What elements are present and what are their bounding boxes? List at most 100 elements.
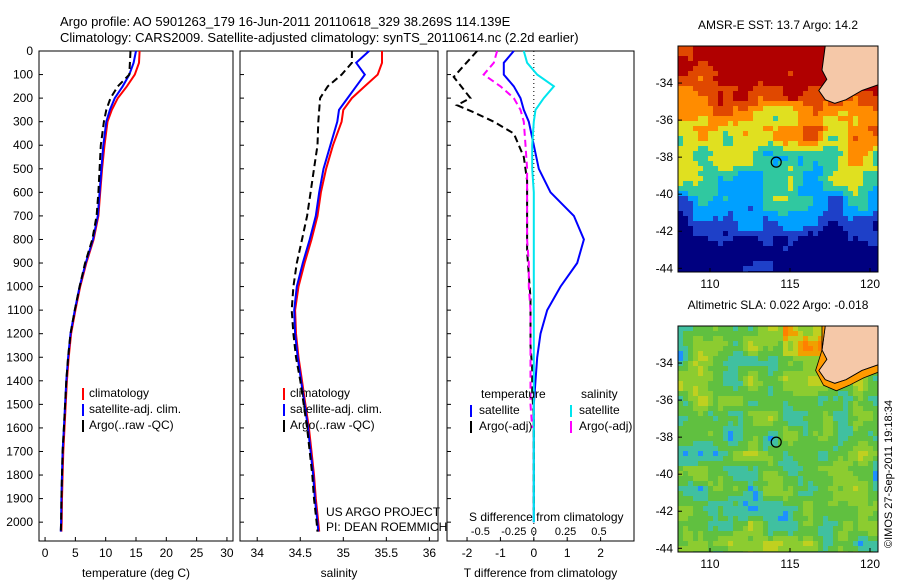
- map-cell: [713, 221, 719, 227]
- map-cell: [803, 81, 809, 87]
- map-cell: [703, 526, 709, 532]
- map-cell: [738, 546, 744, 552]
- map-cell: [843, 416, 849, 422]
- map-cell: [858, 91, 864, 97]
- map-cell: [743, 466, 749, 472]
- map-cell: [738, 496, 744, 502]
- map-cell: [688, 406, 694, 412]
- map-cell: [693, 211, 699, 217]
- map-cell: [768, 391, 774, 397]
- map-cell: [848, 241, 854, 247]
- map-cell: [783, 111, 789, 117]
- map-cell: [688, 81, 694, 87]
- map-cell: [873, 446, 878, 452]
- map-cell: [853, 406, 859, 412]
- map-cell: [733, 386, 739, 392]
- map-cell: [848, 161, 854, 167]
- map-cell: [703, 481, 709, 487]
- map-cell: [728, 491, 734, 497]
- map-cell: [828, 501, 834, 507]
- map-cell: [763, 401, 769, 407]
- map-cell: [798, 81, 804, 87]
- map-cell: [713, 241, 719, 247]
- map-cell: [738, 246, 744, 252]
- map-cell: [708, 201, 714, 207]
- map-cell: [773, 121, 779, 127]
- map-cell: [828, 521, 834, 527]
- map-cell: [783, 101, 789, 107]
- map-cell: [718, 236, 724, 242]
- map-cell: [753, 386, 759, 392]
- map-cell: [753, 331, 759, 337]
- map-cell: [778, 101, 784, 107]
- map-cell: [728, 246, 734, 252]
- map-cell: [678, 451, 684, 457]
- map-cell: [858, 481, 864, 487]
- map-cell: [763, 426, 769, 432]
- map-cell: [683, 261, 689, 267]
- map-cell: [833, 466, 839, 472]
- y-tick-label: 200: [13, 91, 33, 105]
- map-cell: [683, 91, 689, 97]
- map-cell: [788, 501, 794, 507]
- map-cell: [823, 386, 829, 392]
- map-cell: [803, 156, 809, 162]
- map-cell: [708, 506, 714, 512]
- map-cell: [853, 226, 859, 232]
- map-cell: [828, 266, 834, 272]
- map-cell: [773, 71, 779, 77]
- map-cell: [753, 416, 759, 422]
- map-cell: [708, 386, 714, 392]
- map-cell: [683, 411, 689, 417]
- map-cell: [853, 121, 859, 127]
- map-cell: [803, 376, 809, 382]
- map-cell: [703, 156, 709, 162]
- map-cell: [678, 431, 684, 437]
- map-cell: [738, 166, 744, 172]
- map-cell: [683, 126, 689, 132]
- map-cell: [828, 161, 834, 167]
- map-cell: [873, 501, 878, 507]
- map-cell: [783, 56, 789, 62]
- map-cell: [753, 431, 759, 437]
- map-cell: [713, 356, 719, 362]
- argo-position-marker: [770, 436, 782, 448]
- map-cell: [708, 406, 714, 412]
- map-cell: [868, 501, 874, 507]
- map-cell: [843, 456, 849, 462]
- map-cell: [838, 431, 844, 437]
- map-cell: [788, 356, 794, 362]
- map-cell: [743, 501, 749, 507]
- map-cell: [838, 206, 844, 212]
- map-cell: [683, 151, 689, 157]
- map-cell: [688, 191, 694, 197]
- map-cell: [828, 221, 834, 227]
- map-cell: [708, 236, 714, 242]
- map-cell: [753, 161, 759, 167]
- map-cell: [813, 146, 819, 152]
- map-cell: [833, 516, 839, 522]
- map-cell: [863, 516, 869, 522]
- map-cell: [708, 186, 714, 192]
- map-cell: [728, 456, 734, 462]
- map-cell: [813, 546, 819, 552]
- map-cell: [793, 356, 799, 362]
- map-cell: [728, 256, 734, 262]
- map-cell: [678, 131, 684, 137]
- map-cell: [853, 391, 859, 397]
- map-cell: [783, 406, 789, 412]
- map-cell: [698, 131, 704, 137]
- map-cell: [788, 81, 794, 87]
- map-cell: [753, 56, 759, 62]
- map-cell: [743, 241, 749, 247]
- map-cell: [828, 406, 834, 412]
- map-cell: [778, 236, 784, 242]
- map-cell: [703, 61, 709, 67]
- map-cell: [738, 476, 744, 482]
- map-cell: [733, 156, 739, 162]
- map-cell: [698, 181, 704, 187]
- map-cell: [818, 451, 824, 457]
- map-cell: [773, 441, 779, 447]
- map-cell: [738, 106, 744, 112]
- map-cell: [773, 411, 779, 417]
